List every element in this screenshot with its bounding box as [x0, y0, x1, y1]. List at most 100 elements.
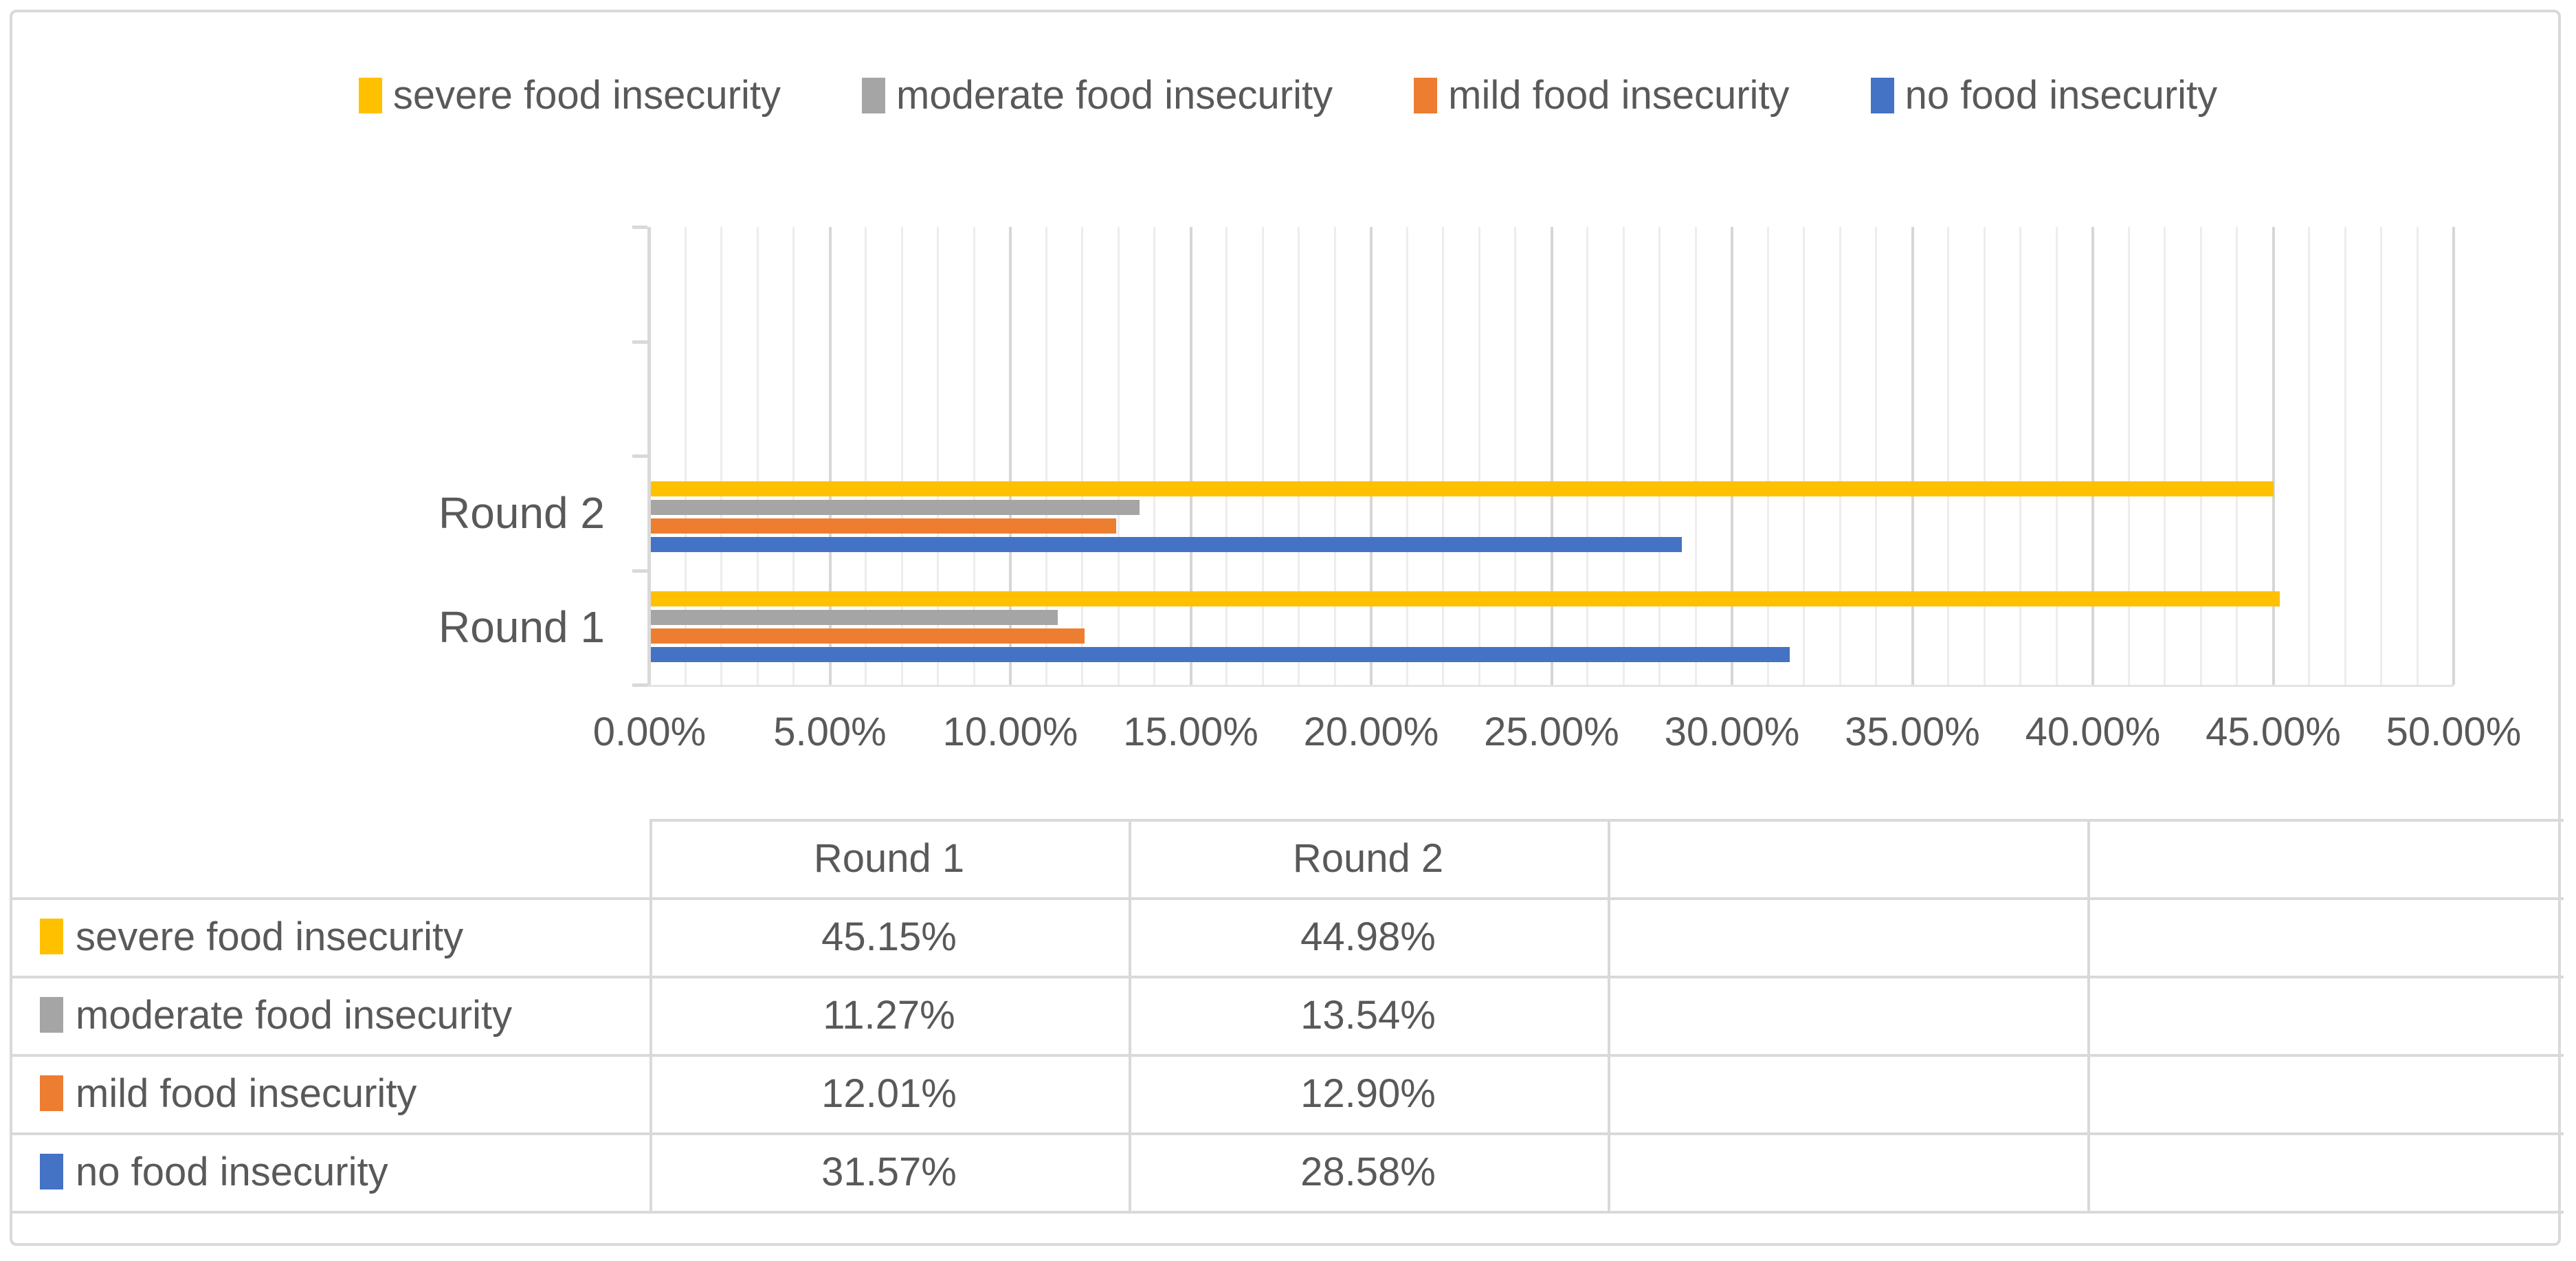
minor-gridline [684, 227, 687, 685]
plot-area [632, 226, 2455, 687]
legend-label: severe food insecurity [392, 73, 781, 118]
table-column-border [1608, 819, 1610, 1214]
major-gridline [2452, 227, 2455, 685]
minor-gridline [756, 227, 759, 685]
value-axis-label-45-00: 45.00% [2206, 710, 2341, 754]
bar-moderate-food-insecurity-round-2 [651, 500, 1140, 515]
bar-no-food-insecurity-round-1 [651, 647, 1790, 662]
category-axis-tick [632, 569, 647, 573]
minor-gridline [973, 227, 975, 685]
legend-label: no food insecurity [1905, 73, 2218, 118]
minor-gridline [1983, 227, 1986, 685]
minor-gridline [1658, 227, 1661, 685]
table-row-border [12, 1211, 2564, 1214]
value-axis-label-5-00: 5.00% [773, 710, 887, 754]
table-row-label-text: moderate food insecurity [76, 992, 513, 1038]
bar-mild-food-insecurity-round-1 [651, 628, 1085, 644]
category-axis-tick [632, 340, 647, 344]
major-gridline [1911, 227, 1914, 685]
table-row-label-text: no food insecurity [76, 1149, 388, 1194]
minor-gridline [1622, 227, 1625, 685]
table-value-no-food-insecurity-1: 31.57% [821, 1149, 957, 1194]
table-header-round-2: Round 2 [1292, 835, 1444, 881]
table-key-mild-food-insecurity-icon [40, 1075, 63, 1111]
chart-outer-border [10, 10, 2561, 1246]
table-border-top [649, 819, 2564, 822]
table-value-moderate-food-insecurity-1: 11.27% [823, 992, 955, 1038]
bar-no-food-insecurity-round-2 [651, 537, 1682, 552]
table-row-label-text: severe food insecurity [76, 914, 464, 959]
legend-item-moderate-food-insecurity: moderate food insecurity [862, 72, 1333, 120]
category-axis-tick [632, 454, 647, 458]
table-key-moderate-food-insecurity-icon [40, 997, 63, 1033]
legend-label: mild food insecurity [1448, 73, 1790, 118]
value-axis-label-15-00: 15.00% [1123, 710, 1258, 754]
minor-gridline [2308, 227, 2310, 685]
bar-moderate-food-insecurity-round-1 [651, 610, 1058, 625]
category-label-round-2: Round 2 [438, 488, 605, 538]
minor-gridline [2416, 227, 2419, 685]
minor-gridline [1081, 227, 1083, 685]
minor-gridline [1586, 227, 1588, 685]
minor-gridline [1117, 227, 1120, 685]
minor-gridline [2344, 227, 2346, 685]
legend-item-no-food-insecurity: no food insecurity [1870, 72, 2218, 120]
major-gridline [1009, 227, 1012, 685]
major-gridline [2272, 227, 2275, 685]
table-header-round-1: Round 1 [813, 835, 965, 881]
table-value-severe-food-insecurity-2: 44.98% [1300, 914, 1436, 959]
category-axis-tick [632, 683, 647, 687]
legend-swatch-severe-food-insecurity-icon [358, 78, 382, 113]
minor-gridline [1261, 227, 1264, 685]
value-axis-line [647, 685, 2454, 687]
category-axis-tick [632, 226, 647, 229]
major-gridline [1550, 227, 1553, 685]
table-row-border [12, 897, 2564, 900]
table-column-border [1129, 819, 1131, 1214]
minor-gridline [1947, 227, 1949, 685]
major-gridline [1189, 227, 1192, 685]
value-axis-label-20-00: 20.00% [1303, 710, 1439, 754]
minor-gridline [865, 227, 867, 685]
category-axis-line [647, 227, 651, 687]
major-gridline [828, 227, 832, 685]
bar-mild-food-insecurity-round-2 [651, 518, 1116, 534]
minor-gridline [2236, 227, 2238, 685]
minor-gridline [1803, 227, 1805, 685]
chart-legend: severe food insecurity moderate food inse… [0, 72, 2576, 120]
table-column-border [2087, 819, 2090, 1214]
minor-gridline [1514, 227, 1516, 685]
minor-gridline [1478, 227, 1480, 685]
minor-gridline [1045, 227, 1047, 685]
minor-gridline [1225, 227, 1228, 685]
table-value-severe-food-insecurity-1: 45.15% [821, 914, 957, 959]
table-row-label-severe-food-insecurity: severe food insecurity [40, 897, 649, 976]
minor-gridline [1406, 227, 1408, 685]
minor-gridline [1298, 227, 1300, 685]
major-gridline [1370, 227, 1373, 685]
minor-gridline [2380, 227, 2382, 685]
legend-swatch-moderate-food-insecurity-icon [862, 78, 885, 113]
legend-item-mild-food-insecurity: mild food insecurity [1414, 72, 1790, 120]
table-row-label-text: mild food insecurity [76, 1071, 417, 1116]
legend-label: moderate food insecurity [896, 73, 1333, 118]
table-key-no-food-insecurity-icon [40, 1154, 63, 1189]
minor-gridline [2055, 227, 2058, 685]
minor-gridline [2127, 227, 2130, 685]
minor-gridline [792, 227, 795, 685]
value-axis-label-0-00: 0.00% [592, 710, 707, 754]
table-row-label-mild-food-insecurity: mild food insecurity [40, 1054, 649, 1132]
minor-gridline [900, 227, 903, 685]
table-key-severe-food-insecurity-icon [40, 919, 63, 954]
value-axis-label-40-00: 40.00% [2025, 710, 2161, 754]
minor-gridline [1694, 227, 1697, 685]
table-value-no-food-insecurity-2: 28.58% [1300, 1149, 1436, 1194]
legend-swatch-no-food-insecurity-icon [1870, 78, 1894, 113]
major-gridline [1731, 227, 1733, 685]
minor-gridline [1875, 227, 1877, 685]
table-value-mild-food-insecurity-1: 12.01% [821, 1071, 957, 1116]
minor-gridline [2164, 227, 2166, 685]
table-row-border [12, 1054, 2564, 1057]
table-row-border [12, 976, 2564, 978]
table-row-label-moderate-food-insecurity: moderate food insecurity [40, 976, 649, 1054]
